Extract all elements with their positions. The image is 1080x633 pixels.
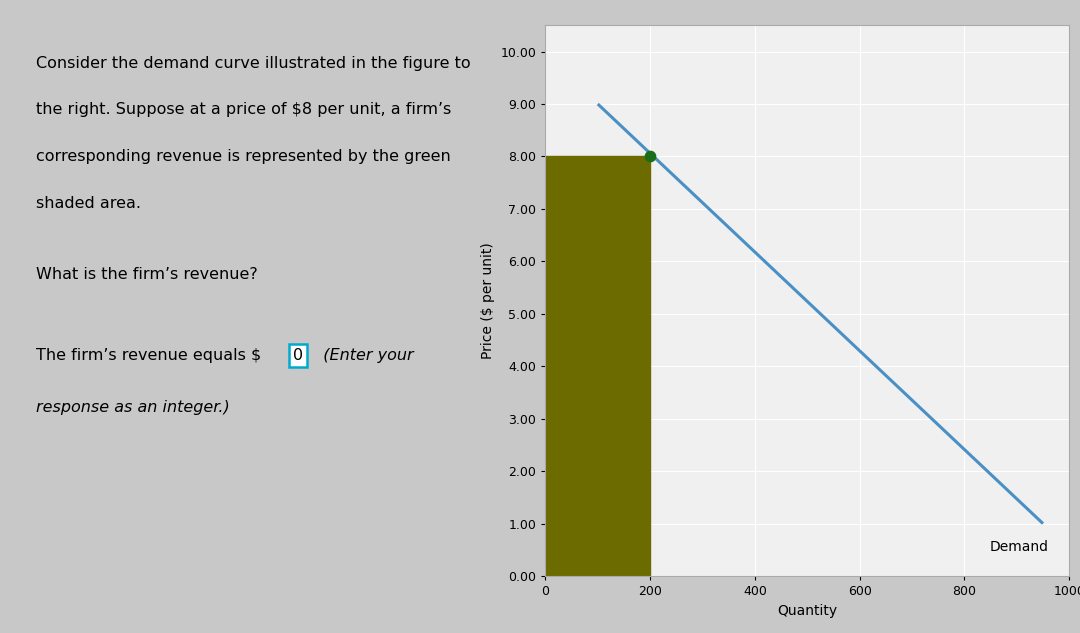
- Text: response as an integer.): response as an integer.): [37, 400, 230, 415]
- Y-axis label: Price ($ per unit): Price ($ per unit): [481, 242, 495, 359]
- Text: The firm’s revenue equals $: The firm’s revenue equals $: [37, 348, 261, 363]
- Text: 0: 0: [293, 348, 302, 363]
- X-axis label: Quantity: Quantity: [778, 604, 837, 618]
- Text: What is the firm’s revenue?: What is the firm’s revenue?: [37, 267, 258, 282]
- Point: [642, 151, 659, 161]
- Text: corresponding revenue is represented by the green: corresponding revenue is represented by …: [37, 149, 451, 164]
- Text: (Enter your: (Enter your: [313, 348, 414, 363]
- Text: Consider the demand curve illustrated in the figure to: Consider the demand curve illustrated in…: [37, 56, 471, 71]
- Text: the right. Suppose at a price of $8 per unit, a firm’s: the right. Suppose at a price of $8 per …: [37, 103, 451, 118]
- Text: shaded area.: shaded area.: [37, 196, 141, 211]
- Text: Demand: Demand: [989, 540, 1049, 554]
